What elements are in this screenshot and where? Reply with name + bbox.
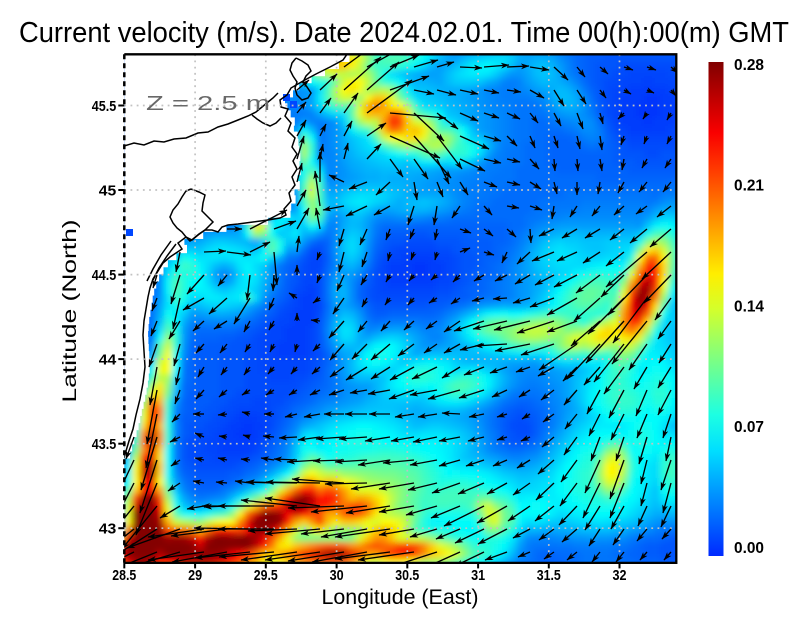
- svg-text:30.5: 30.5: [395, 568, 419, 584]
- svg-text:Current velocity (m/s). Date 2: Current velocity (m/s). Date 2024.02.01.…: [19, 17, 789, 49]
- svg-text:0.21: 0.21: [734, 178, 764, 195]
- svg-text:28.5: 28.5: [112, 568, 136, 584]
- svg-text:45.5: 45.5: [92, 99, 117, 115]
- svg-text:43.5: 43.5: [92, 437, 117, 453]
- svg-text:Latitude (North): Latitude (North): [60, 220, 81, 403]
- svg-text:45: 45: [99, 183, 117, 199]
- svg-text:0.28: 0.28: [734, 57, 764, 74]
- svg-text:0.00: 0.00: [734, 540, 764, 557]
- svg-text:31: 31: [471, 568, 485, 584]
- svg-text:44: 44: [99, 352, 117, 368]
- svg-text:32: 32: [613, 568, 627, 584]
- svg-text:29.5: 29.5: [254, 568, 278, 584]
- svg-text:43: 43: [99, 522, 117, 538]
- svg-text:Z = 2.5 m: Z = 2.5 m: [146, 93, 270, 115]
- svg-text:31.5: 31.5: [537, 568, 561, 584]
- svg-text:44.5: 44.5: [92, 268, 117, 284]
- svg-text:29: 29: [188, 568, 202, 584]
- svg-text:30: 30: [330, 568, 344, 584]
- svg-text:Longitude (East): Longitude (East): [322, 585, 479, 609]
- svg-text:0.07: 0.07: [734, 419, 764, 436]
- svg-text:0.14: 0.14: [734, 298, 764, 315]
